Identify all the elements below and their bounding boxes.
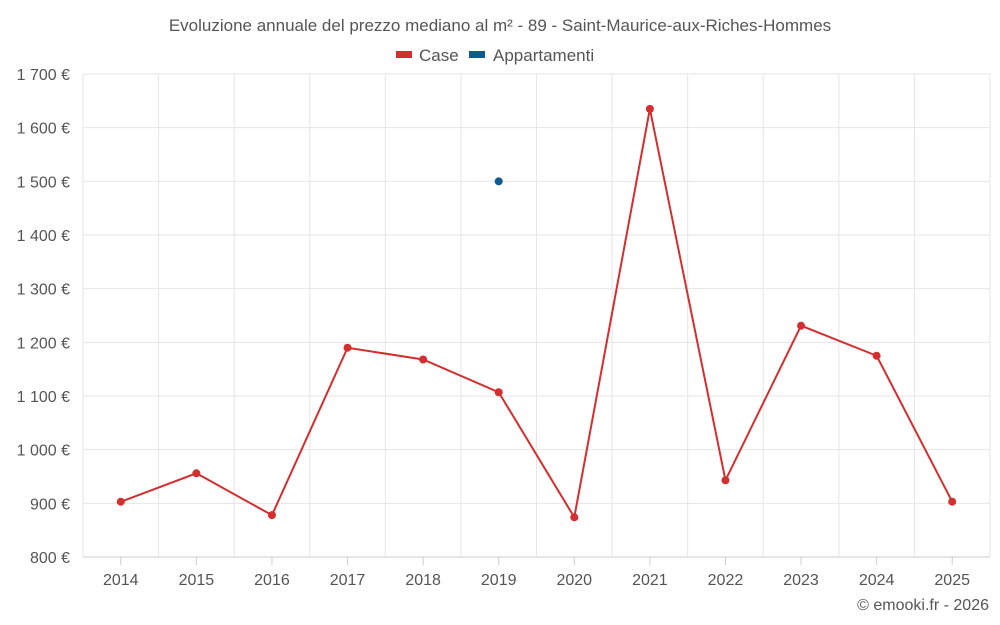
x-tick-label: 2022 — [708, 572, 744, 589]
y-tick-label: 1 600 € — [17, 121, 70, 138]
x-tick-label: 2015 — [179, 572, 215, 589]
y-tick-label: 1 400 € — [17, 228, 70, 245]
data-point-case[interactable] — [721, 476, 730, 485]
data-point-case[interactable] — [267, 511, 276, 520]
x-tick-label: 2014 — [103, 572, 139, 589]
legend-swatch-appartamenti — [469, 51, 485, 58]
legend-label-appartamenti[interactable]: Appartamenti — [493, 46, 594, 65]
series-layer — [116, 104, 957, 522]
legend-label-case[interactable]: Case — [419, 46, 459, 65]
x-axis-ticks: 2014 2015 2016 2017 2018 2019 2020 2021 2022 2023… — [103, 557, 970, 589]
data-point-case[interactable] — [570, 513, 579, 522]
y-tick-label: 1 000 € — [17, 443, 70, 460]
x-tick-label: 2017 — [330, 572, 366, 589]
y-axis-ticks: 800 € 900 € 1 000 € 1 100 € 1 200 € 1 300 € 1 … — [17, 67, 70, 567]
data-point-case[interactable] — [343, 343, 352, 352]
legend: Case Appartamenti — [396, 46, 594, 65]
y-tick-label: 800 € — [30, 550, 70, 567]
series-line-case — [120, 108, 954, 521]
grid — [82, 73, 991, 558]
data-point-case[interactable] — [192, 469, 201, 478]
data-point-case[interactable] — [645, 104, 654, 113]
x-tick-label: 2024 — [859, 572, 895, 589]
data-point-case[interactable] — [797, 321, 806, 330]
x-tick-label: 2018 — [405, 572, 441, 589]
data-point-appartamenti[interactable] — [494, 177, 503, 186]
y-tick-label: 1 300 € — [17, 282, 70, 299]
data-point-case[interactable] — [948, 497, 957, 506]
x-tick-label: 2025 — [934, 572, 970, 589]
chart-title: Evoluzione annuale del prezzo mediano al… — [169, 16, 831, 35]
credit: © emooki.fr - 2026 — [857, 597, 989, 614]
data-point-case[interactable] — [872, 351, 881, 360]
x-tick-label: 2016 — [254, 572, 290, 589]
data-point-case[interactable] — [419, 355, 428, 364]
series-appartamenti — [494, 177, 503, 186]
data-point-case[interactable] — [116, 497, 125, 506]
y-tick-label: 1 200 € — [17, 335, 70, 352]
data-point-case[interactable] — [494, 388, 503, 397]
series-case — [116, 104, 957, 522]
x-tick-label: 2019 — [481, 572, 517, 589]
y-tick-label: 1 100 € — [17, 389, 70, 406]
y-tick-label: 900 € — [30, 496, 70, 513]
x-tick-label: 2023 — [783, 572, 819, 589]
x-tick-label: 2020 — [556, 572, 592, 589]
legend-swatch-case — [396, 51, 412, 58]
y-tick-label: 1 500 € — [17, 174, 70, 191]
x-tick-label: 2021 — [632, 572, 668, 589]
y-tick-label: 1 700 € — [17, 67, 70, 84]
